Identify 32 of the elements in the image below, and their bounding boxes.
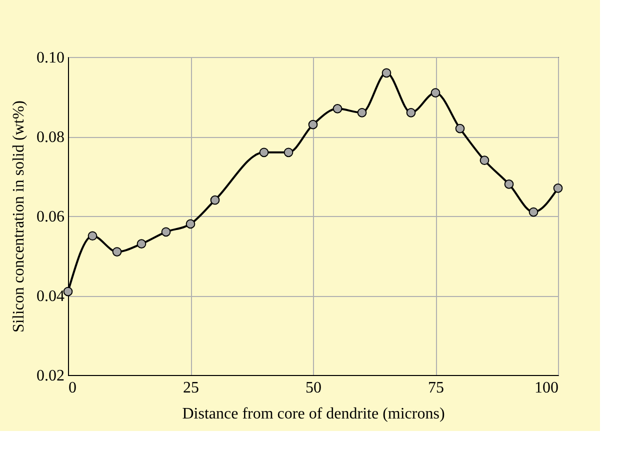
point [480,156,490,166]
point [455,124,465,134]
point [382,68,392,78]
point [284,148,294,158]
point [308,120,318,130]
point [259,148,269,158]
point [210,195,220,205]
point [88,231,98,241]
point [357,108,367,118]
point [112,247,122,256]
y-tick-label: 0.02 [36,368,64,384]
x-tick-label: 0 [68,380,76,396]
point [504,180,514,189]
y-tick-label: 0.04 [36,288,64,305]
point [528,207,538,217]
x-tick-label: 100 [534,380,558,396]
x-tick-label: 75 [428,380,444,396]
point [406,108,416,118]
point [553,184,563,193]
y-tick-label: 0.06 [36,208,64,226]
point [136,239,146,248]
y-axis-title: Silicon concentration in solid (wt%) [10,100,28,332]
point [332,104,342,114]
x-tick-label: 50 [306,380,322,396]
x-tick-label: 25 [183,380,199,396]
y-tick-label: 0.10 [36,50,64,66]
point [186,219,196,229]
point [63,286,73,296]
point [161,227,171,237]
point [430,88,440,98]
x-axis-title: Distance from core of dendrite (microns) [182,406,445,422]
y-tick-label: 0.08 [36,129,64,146]
